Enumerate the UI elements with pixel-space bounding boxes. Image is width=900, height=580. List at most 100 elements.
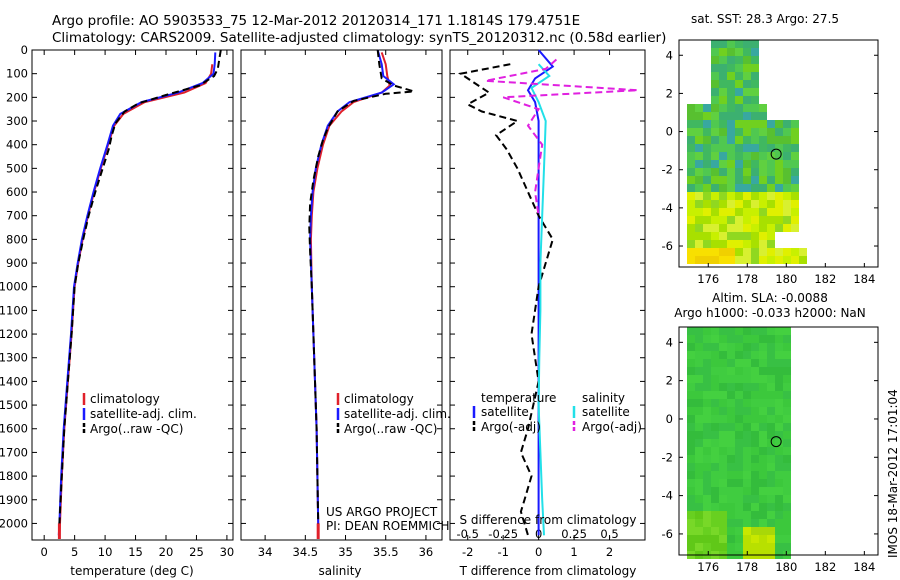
map-cell — [727, 256, 735, 264]
map-cell — [687, 519, 695, 527]
map-cell — [751, 216, 759, 224]
map-cell — [751, 192, 759, 200]
map-cell — [735, 375, 743, 383]
map-cell — [767, 168, 775, 176]
map-cell — [799, 248, 807, 256]
map-cell — [751, 136, 759, 144]
map-cell — [719, 343, 727, 351]
difference-xlabel-top: S difference from climatology — [460, 513, 637, 527]
x-tick-label: 34.5 — [293, 545, 319, 559]
map-cell — [719, 439, 727, 447]
map-cell — [743, 104, 751, 112]
map-cell — [791, 224, 799, 232]
map-cell — [751, 144, 759, 152]
map-cell — [711, 407, 719, 415]
map-cell — [719, 200, 727, 208]
argo-location-marker — [770, 148, 782, 160]
map-cell — [695, 455, 703, 463]
map-cell — [767, 455, 775, 463]
map-cell — [751, 327, 759, 335]
map-cell — [727, 343, 735, 351]
map-cell — [719, 152, 727, 160]
map-cell — [767, 423, 775, 431]
map-cell — [759, 184, 767, 192]
map-cell — [719, 471, 727, 479]
map-cell — [759, 176, 767, 184]
map-cell — [775, 399, 783, 407]
map-cell — [767, 184, 775, 192]
map-cell — [743, 112, 751, 120]
map-cell — [751, 72, 759, 80]
map-cell — [695, 144, 703, 152]
map-cell — [703, 152, 711, 160]
map-cell — [719, 479, 727, 487]
map-cell — [703, 120, 711, 128]
map-cell — [703, 375, 711, 383]
map-cell — [775, 503, 783, 511]
map-cell — [719, 56, 727, 64]
x-tick-label: 30 — [220, 545, 235, 559]
map-cell — [687, 144, 695, 152]
map-cell — [783, 168, 791, 176]
map-cell — [711, 511, 719, 519]
map-cell — [711, 479, 719, 487]
map-cell — [687, 112, 695, 120]
map-cell — [703, 359, 711, 367]
map-cell — [703, 439, 711, 447]
map-cell — [759, 399, 767, 407]
map-cell — [719, 40, 727, 48]
map-cell — [719, 447, 727, 455]
map-cell — [751, 232, 759, 240]
map-cell — [711, 160, 719, 168]
map-cell — [735, 64, 743, 72]
map-cell — [767, 383, 775, 391]
difference-panel — [449, 49, 646, 541]
map-cell — [711, 88, 719, 96]
y-tick-label: 1500 — [0, 398, 28, 412]
map-cell — [711, 224, 719, 232]
map-cell — [727, 96, 735, 104]
map-cell — [727, 168, 735, 176]
map-y-tick-label: -2 — [662, 163, 673, 177]
x-tick-label: 2 — [606, 545, 613, 559]
map-cell — [735, 200, 743, 208]
map-cell — [735, 495, 743, 503]
x-top-tick-label: -0.5 — [457, 527, 479, 541]
map-cell — [703, 248, 711, 256]
map-cell — [711, 176, 719, 184]
map-cell — [759, 216, 767, 224]
map-cell — [703, 519, 711, 527]
map-cell — [759, 335, 767, 343]
credit-line2: PI: DEAN ROEMMICH — [326, 519, 449, 533]
map-cell — [687, 431, 695, 439]
map-cell — [711, 471, 719, 479]
map-cell — [719, 535, 727, 543]
map-cell — [703, 104, 711, 112]
map-cell — [767, 367, 775, 375]
map-cell — [767, 128, 775, 136]
legend-label: satellite-adj. clim. — [90, 407, 197, 421]
map-cell — [783, 455, 791, 463]
map-cell — [791, 160, 799, 168]
map-cell — [743, 248, 751, 256]
map-cell — [743, 240, 751, 248]
map-cell — [751, 543, 759, 551]
map-cell — [767, 327, 775, 335]
map-cell — [767, 495, 775, 503]
map-cell — [767, 519, 775, 527]
map-cell — [767, 407, 775, 415]
map-cell — [767, 216, 775, 224]
map-cell — [775, 407, 783, 415]
map-cell — [695, 487, 703, 495]
map-cell — [735, 216, 743, 224]
map-y-tick-label: 0 — [666, 125, 673, 139]
map-cell — [703, 511, 711, 519]
map-cell — [751, 96, 759, 104]
map-cell — [775, 447, 783, 455]
map-cell — [719, 391, 727, 399]
map-cell — [775, 375, 783, 383]
map-cell — [719, 136, 727, 144]
map-cell — [727, 447, 735, 455]
y-tick-label: 300 — [6, 114, 28, 128]
map-cell — [759, 200, 767, 208]
